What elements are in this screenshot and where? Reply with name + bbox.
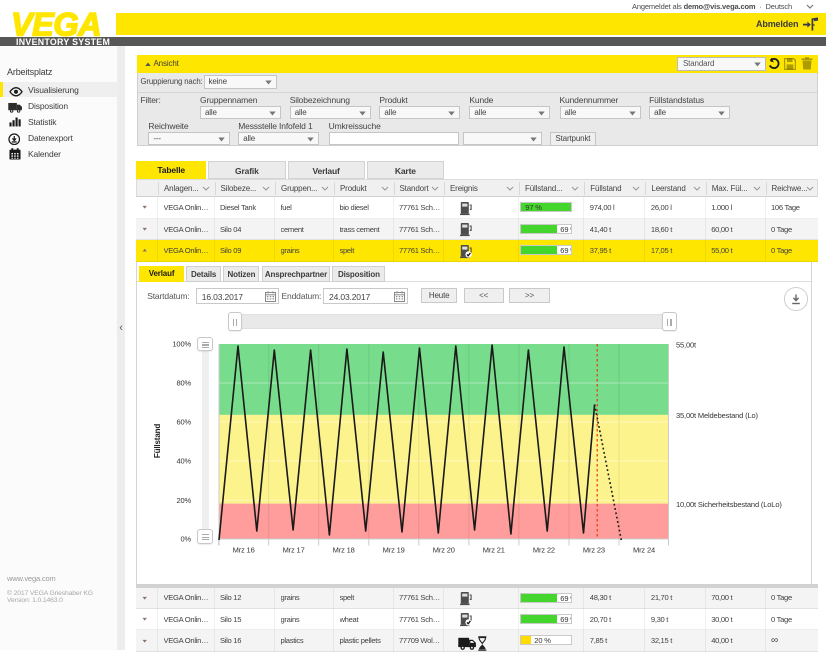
svg-text:0%: 0% — [180, 535, 191, 544]
svg-text:10,00t Sicherheitsbestand (LoL: 10,00t Sicherheitsbestand (LoLo) — [676, 500, 782, 509]
svg-text:Füllstand: Füllstand — [153, 424, 162, 458]
svg-text:40%: 40% — [176, 457, 191, 466]
svg-text:35,00t Meldebestand (Lo): 35,00t Meldebestand (Lo) — [676, 411, 759, 420]
svg-text:Mrz 19: Mrz 19 — [383, 546, 405, 555]
svg-text:Mrz 16: Mrz 16 — [233, 546, 255, 555]
svg-text:Mrz 17: Mrz 17 — [283, 546, 305, 555]
svg-text:100%: 100% — [172, 340, 191, 349]
svg-text:Mrz 22: Mrz 22 — [533, 546, 555, 555]
svg-text:55,00t: 55,00t — [676, 341, 697, 350]
svg-text:60%: 60% — [176, 418, 191, 427]
svg-text:20%: 20% — [176, 496, 191, 505]
svg-text:VEGA: VEGA — [11, 9, 101, 37]
svg-text:Mrz 21: Mrz 21 — [483, 546, 505, 555]
svg-text:80%: 80% — [176, 379, 191, 388]
svg-text:Mrz 18: Mrz 18 — [333, 546, 355, 555]
svg-text:Mrz 23: Mrz 23 — [583, 546, 605, 555]
svg-text:Mrz 24: Mrz 24 — [633, 546, 655, 555]
svg-text:Mrz 20: Mrz 20 — [433, 546, 455, 555]
